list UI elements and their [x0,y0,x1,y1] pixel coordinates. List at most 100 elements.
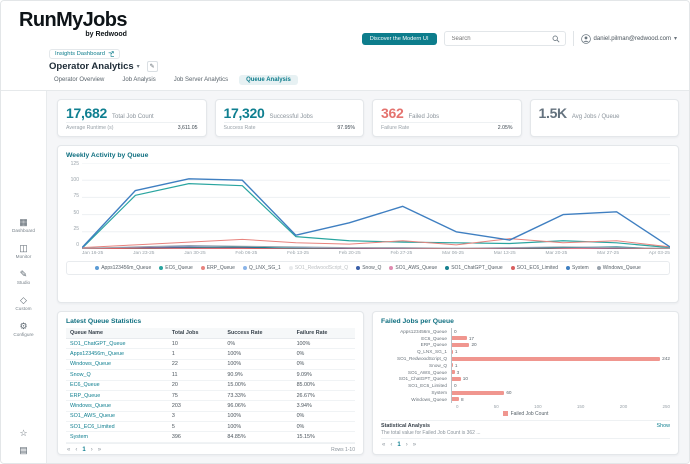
table-row[interactable]: System 396 84.85% 15.15% [66,431,355,443]
table-row[interactable]: SO1_ChatGPT_Queue 10 0% 100% [66,338,355,350]
dashboard-title[interactable]: Operator Analytics [49,61,134,72]
sidebar-item[interactable]: ⚙ Configure [13,321,34,337]
queue-name-link[interactable]: SO1_EC6_Limited [66,421,168,433]
legend-label: SO1_EC6_Limited [516,265,559,271]
sidebar-item[interactable]: ◇ Custom [15,295,31,311]
bottom-row: Latest Queue Statistics Queue Name Total … [57,311,679,455]
current-page[interactable]: 1 [82,446,86,453]
search-icon[interactable] [552,35,560,43]
failure-rate-cell: 100% [292,338,355,350]
sidebar-item[interactable]: ◫ Monitor [16,243,32,259]
table-row[interactable]: SO1_EC6_Limited 5 100% 0% [66,421,355,433]
x-axis-tick: Mar 06-25 [442,251,464,256]
weekly-activity-plot[interactable] [82,163,670,249]
x-axis-tick: Feb 27-25 [390,251,413,256]
failed-jobs-bar[interactable] [452,397,459,402]
last-page-button[interactable]: » [97,446,102,453]
next-page-button[interactable]: › [90,446,93,453]
legend-item[interactable]: Windows_Queue [596,265,641,271]
search-input[interactable] [449,34,552,43]
table-row[interactable]: Windows_Queue 22 100% 0% [66,359,355,371]
legend-item[interactable]: Apps123456m_Queue [95,265,151,271]
sidebar-item[interactable]: ✎ Studio [17,269,30,285]
table-row[interactable]: Snow_Q 11 90.9% 9.09% [66,369,355,381]
bar-track: 1 [451,348,670,356]
tab[interactable]: Job Analysis [115,75,162,85]
series-line-System[interactable] [82,179,670,248]
queue-name-link[interactable]: Snow_Q [66,369,168,381]
failed-jobs-bar[interactable] [452,363,453,368]
queue-name-link[interactable]: System [66,431,168,443]
weekly-activity-card: Weekly Activity by Queue 125 100 75 50 25 0 J… [57,145,679,303]
table-row[interactable]: Apps123456m_Queue 1 100% 0% [66,348,355,360]
breadcrumb-label[interactable]: Insights Dashboard [55,51,105,57]
failed-jobs-bar[interactable] [452,336,467,341]
first-page-button[interactable]: « [67,446,71,453]
failure-rate-cell: 0% [292,421,355,433]
legend-item[interactable]: Snow_Q [356,265,381,271]
queue-name-link[interactable]: Windows_Queue [66,400,168,412]
search-box[interactable] [443,31,566,46]
legend-dot [95,266,100,270]
next-page-button[interactable]: › [405,442,408,448]
legend-item[interactable]: SO1_AWS_Queue [389,265,437,271]
failed-jobs-bar[interactable] [452,376,461,381]
column-header[interactable]: Total Jobs [167,328,224,339]
bar-x-axis: 0 50 100 150 200 250 [456,404,670,409]
bar-category-label: Snow_Q [429,362,447,368]
failed-jobs-bar[interactable] [452,356,661,361]
edit-dashboard-button[interactable]: ✎ [146,61,158,72]
queue-name-link[interactable]: Apps123456m_Queue [66,348,168,360]
queue-name-link[interactable]: SO1_AWS_Queue [66,411,168,423]
first-page-button[interactable]: « [382,442,386,448]
legend-item[interactable]: SO1_EC6_Limited [510,265,559,271]
column-header[interactable]: Success Rate [223,328,293,339]
breadcrumb[interactable]: Insights Dashboard [49,49,120,59]
tab[interactable]: Queue Analysis [239,75,298,85]
column-header[interactable]: Failure Rate [292,328,355,339]
queue-name-link[interactable]: Windows_Queue [66,359,168,371]
column-header[interactable]: Queue Name [66,328,168,339]
failed-jobs-bar[interactable] [452,349,453,354]
queue-name-link[interactable]: EC6_Queue [66,380,168,391]
failed-jobs-bar[interactable] [452,342,470,347]
queue-name-link[interactable]: ERP_Queue [66,390,168,402]
user-menu[interactable]: daniel.pilman@redwood.com ▾ [580,33,677,44]
legend-item[interactable]: SO1_ChatGPT_Queue [445,265,503,271]
tab[interactable]: Operator Overview [47,75,111,85]
failed-jobs-bar[interactable] [452,370,455,375]
tab[interactable]: Job Server Analytics [167,75,235,85]
table-row[interactable]: SO1_AWS_Queue 3 100% 0% [66,411,355,423]
total-jobs-cell: 5 [167,421,224,433]
sidebar-bottom-item[interactable]: ▤ [19,446,28,455]
failure-rate-cell: 85.00% [292,380,355,391]
legend-item[interactable]: SO1_RedwoodScript_Q [288,265,348,271]
table-row[interactable]: Windows_Queue 203 96.06% 3.94% [66,400,355,412]
legend-item[interactable]: ERP_Queue [200,265,235,271]
legend-item[interactable]: System [566,265,589,271]
queue-name-link[interactable]: SO1_ChatGPT_Queue [66,338,168,350]
table-row[interactable]: ERP_Queue 75 73.33% 26.67% [66,390,355,402]
table-row[interactable]: EC6_Queue 20 15.00% 85.00% [66,380,355,391]
x-axis-tick: Mar 13-25 [493,251,516,256]
series-line-Windows_Queue[interactable] [82,246,670,249]
kpi-sub-value: 97.95% [337,125,355,131]
sidebar-item[interactable]: ▦ Dashboard [12,217,35,233]
prev-page-button[interactable]: ‹ [390,442,393,448]
x-axis-tick: Apr 03-25 [648,251,670,256]
discover-modern-ui-button[interactable]: Discover the Modern UI [361,32,437,45]
failed-jobs-bar[interactable] [452,390,505,395]
series-line-EC6_Queue[interactable] [82,184,670,249]
series-line-ERP_Queue[interactable] [82,239,670,248]
prev-page-button[interactable]: ‹ [75,446,78,453]
legend-item[interactable]: EC6_Queue [159,265,193,271]
series-line-SO1_EC6_Limited[interactable] [82,248,670,249]
chevron-down-icon[interactable]: ▾ [136,63,140,70]
legend-item[interactable]: Q_LNX_SG_1 [242,265,281,271]
last-page-button[interactable]: » [412,442,417,448]
sidebar-item-label: Configure [13,331,34,337]
show-button[interactable]: Show [656,422,671,429]
sidebar-bottom-item[interactable]: ☆ [19,429,27,438]
kpi-value: 362 [381,105,404,121]
current-page[interactable]: 1 [397,442,401,448]
